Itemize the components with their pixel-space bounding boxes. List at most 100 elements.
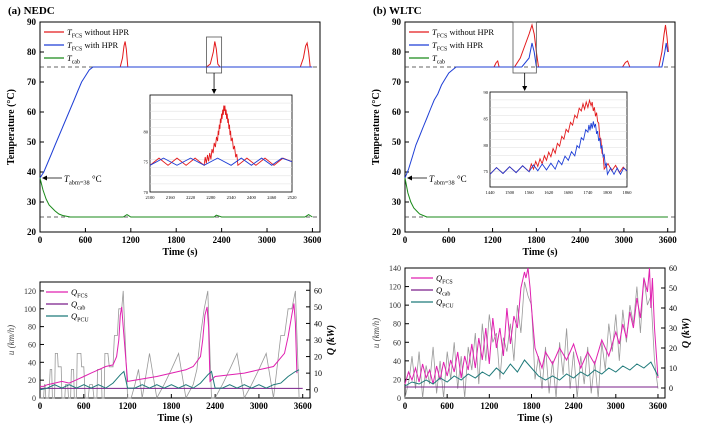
legend-label: Qcab — [71, 299, 85, 312]
inset-chart: 2100 2160 2220 2280 2340 2400 2460 2520 70 75 80 — [144, 94, 298, 200]
legend-label: TFCS without HPR — [67, 27, 129, 40]
x-tick-label: 0 — [403, 401, 408, 411]
series-line — [39, 369, 300, 391]
y-tick-label-right: 30 — [314, 336, 322, 345]
legend-label: QFCS — [436, 273, 453, 286]
x-tick-label: 2400 — [213, 235, 232, 245]
y-tick-label-left: 140 — [389, 264, 401, 273]
y-axis-label-left: u (km/h) — [371, 318, 381, 348]
legend-label: QPCU — [71, 311, 89, 324]
legend-label: QFCS — [71, 287, 88, 300]
plot-frame — [39, 21, 321, 233]
inset-y-tick-label: 70 — [144, 190, 149, 195]
y-tick-label-left: 120 — [389, 283, 401, 292]
y-tick-label: 50 — [27, 137, 37, 147]
inset-series-line — [149, 105, 293, 167]
series-line — [493, 23, 669, 68]
x-tick-label: 1200 — [119, 401, 138, 411]
x-tick-label: 1200 — [484, 235, 503, 245]
inset-x-tick-label: 1500 — [505, 190, 515, 195]
y-tick-label: 90 — [27, 17, 37, 27]
temperature-panel-wltc: 0 600 1200 1800 2400 3000 3600 20 30 40 50 60 70 80 90… — [371, 5, 677, 258]
annotation-arrowhead — [42, 175, 47, 181]
inset-x-tick-label: 1620 — [544, 190, 554, 195]
y-tick-label: 50 — [392, 137, 402, 147]
inset-x-tick-label: 1560 — [525, 190, 535, 195]
series-line — [39, 177, 313, 218]
y-tick-label-right: 50 — [314, 303, 322, 312]
x-tick-label: 2400 — [565, 401, 584, 411]
x-tick-label: 600 — [79, 235, 93, 245]
y-axis-label: Temperature (°C) — [6, 89, 17, 165]
y-axis-label-right: Q (kW) — [681, 318, 692, 348]
inset-x-tick-label: 2280 — [206, 195, 216, 200]
inset-x-tick-label: 2100 — [146, 195, 156, 200]
y-tick-label-left: 100 — [389, 301, 401, 310]
x-tick-label: 600 — [77, 401, 91, 411]
y-tick-label: 30 — [392, 197, 402, 207]
y-tick-label-right: 0 — [669, 384, 673, 393]
inset-series-line — [149, 157, 293, 166]
x-tick-label: 1200 — [480, 401, 499, 411]
series-line — [404, 359, 659, 387]
y-axis-label-right: Q (kW) — [326, 325, 337, 355]
x-tick-label: 3600 — [649, 401, 668, 411]
inset-y-tick-label: 80 — [144, 129, 149, 134]
inset-y-tick-label: 85 — [484, 116, 489, 121]
inset-x-tick-label: 1800 — [603, 190, 613, 195]
inset-series-line — [489, 121, 628, 176]
legend-label: QPCU — [436, 297, 454, 310]
x-tick-label: 0 — [38, 401, 43, 411]
annotation-label: Tabm=38 °C — [64, 174, 102, 187]
legend-label: Tcab — [432, 53, 445, 66]
y-tick-label-left: 40 — [28, 358, 36, 367]
y-tick-label-right: 20 — [314, 353, 322, 362]
inset-x-tick-label: 1860 — [623, 190, 633, 195]
y-tick-label: 40 — [392, 167, 402, 177]
y-tick-label: 70 — [27, 77, 37, 87]
inset-y-tick-label: 90 — [484, 90, 489, 95]
x-tick-label: 3000 — [258, 235, 277, 245]
x-axis-label: Time (s) — [517, 413, 552, 424]
y-tick-label-right: 40 — [314, 319, 322, 328]
x-tick-label: 0 — [403, 235, 408, 245]
inset-x-tick-label: 2520 — [288, 195, 298, 200]
inset-x-tick-label: 1440 — [486, 190, 496, 195]
series-line — [404, 177, 668, 218]
series-line — [117, 41, 311, 68]
series-line — [39, 66, 313, 179]
y-tick-label-left: 20 — [28, 376, 36, 385]
y-axis-label: Temperature (°C) — [371, 89, 382, 165]
y-tick-label-right: 50 — [669, 284, 677, 293]
inset-x-tick-label: 2340 — [227, 195, 237, 200]
y-tick-label-right: 60 — [314, 286, 322, 295]
x-tick-label: 2400 — [571, 235, 590, 245]
x-axis-label: Time (s) — [522, 247, 557, 258]
y-tick-label: 30 — [27, 197, 37, 207]
zoom-highlight-box — [206, 36, 223, 74]
y-tick-label: 80 — [392, 47, 402, 57]
x-tick-label: 3000 — [607, 401, 626, 411]
inset-x-tick-label: 2220 — [186, 195, 196, 200]
inset-y-tick-label: 75 — [144, 160, 149, 165]
y-tick-label: 40 — [27, 167, 37, 177]
zoom-arrowhead — [211, 89, 217, 94]
x-tick-label: 1800 — [162, 401, 181, 411]
x-tick-label: 1200 — [122, 235, 141, 245]
legend-label: TFCS with HPR — [67, 40, 119, 53]
x-tick-label: 1800 — [527, 235, 546, 245]
y-tick-label: 80 — [27, 47, 37, 57]
y-tick-label-right: 10 — [669, 364, 677, 373]
y-tick-label-left: 80 — [393, 320, 401, 329]
inset-series-line — [489, 98, 628, 175]
y-tick-label-left: 80 — [28, 323, 36, 332]
plot-frame — [404, 267, 666, 399]
inset-chart: 1440 1500 1560 1620 1680 1740 1800 1860 75 80 85 90 — [484, 90, 633, 195]
legend-label: TFCS with HPR — [432, 40, 484, 53]
y-tick-label-right: 30 — [669, 324, 677, 333]
y-tick-label: 70 — [392, 77, 402, 87]
y-tick-label: 60 — [27, 107, 37, 117]
zoom-arrowhead — [522, 86, 528, 91]
series-line — [404, 267, 659, 385]
